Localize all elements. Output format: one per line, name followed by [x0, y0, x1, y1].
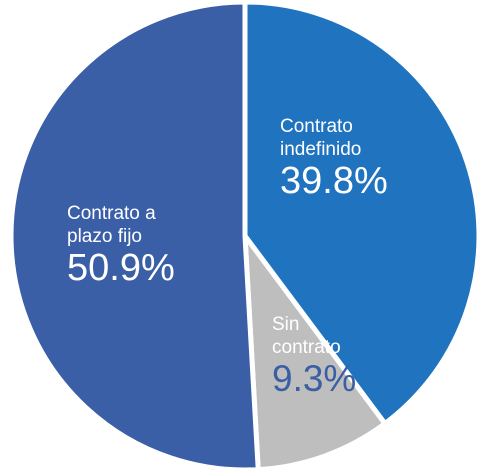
slice-name: Contrato indefinido: [280, 116, 362, 160]
pie-slice: [8, 0, 261, 472]
slice-value: 39.8%: [280, 159, 388, 202]
slice-label: Contrato indefinido 39.8%: [280, 116, 400, 201]
slice-value: 9.3%: [272, 357, 357, 399]
slice-name: Sin contrato: [272, 314, 341, 358]
pie-slice: [242, 0, 479, 427]
slice-label: Sin contrato 9.3%: [272, 314, 362, 398]
slice-name: Contrato a plazo fijo: [67, 203, 156, 247]
slice-label: Contrato a plazo fijo 50.9%: [67, 203, 192, 288]
pie-slice: [242, 233, 388, 472]
slice-value: 50.9%: [67, 246, 175, 289]
